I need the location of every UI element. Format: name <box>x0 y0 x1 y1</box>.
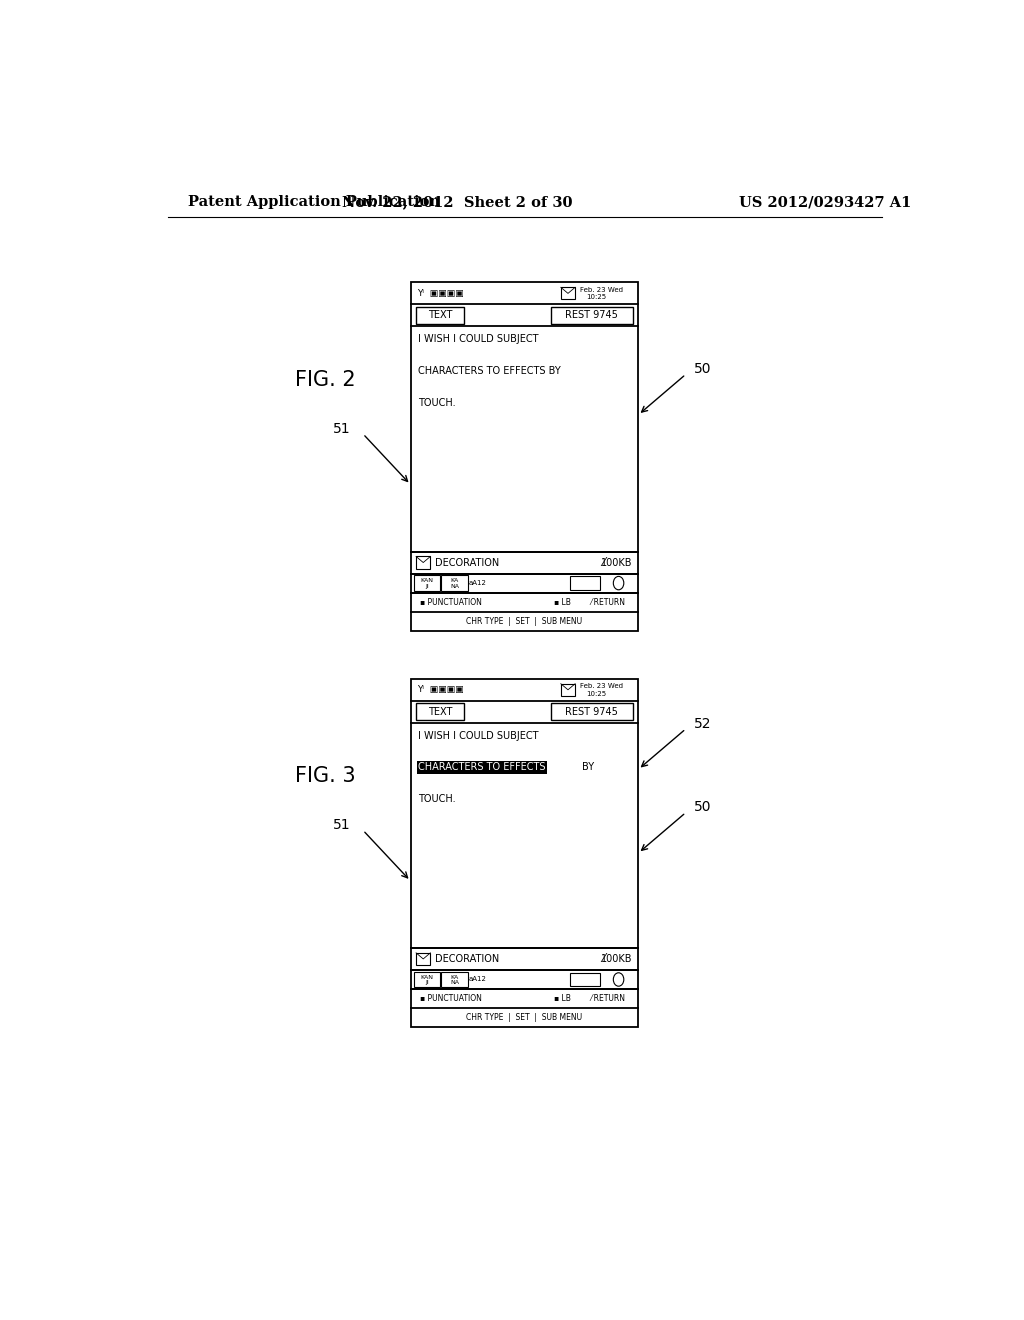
Text: DECORATION: DECORATION <box>435 557 500 568</box>
Bar <box>441 972 468 987</box>
Text: JI: JI <box>425 981 429 985</box>
Text: KA: KA <box>451 974 459 979</box>
Text: DECORATION: DECORATION <box>435 954 500 964</box>
Circle shape <box>613 973 624 986</box>
Text: CHARACTERS TO EFFECTS: CHARACTERS TO EFFECTS <box>419 763 546 772</box>
Text: Feb. 23 Wed: Feb. 23 Wed <box>580 682 623 689</box>
Text: NA: NA <box>451 981 459 985</box>
Bar <box>416 557 430 569</box>
Text: ⁄ RETURN: ⁄ RETURN <box>591 598 626 607</box>
Text: 10:25: 10:25 <box>587 690 606 697</box>
Text: aA12: aA12 <box>468 579 486 586</box>
Text: KAN: KAN <box>420 974 433 979</box>
Bar <box>441 576 468 591</box>
Text: 50: 50 <box>694 362 712 376</box>
Text: I WISH I COULD SUBJECT: I WISH I COULD SUBJECT <box>419 731 539 741</box>
Bar <box>416 953 430 965</box>
Text: ⁄: ⁄ <box>602 556 605 569</box>
Text: ▪ PUNCTUATION: ▪ PUNCTUATION <box>420 994 481 1003</box>
Text: 50: 50 <box>694 800 712 814</box>
Bar <box>414 576 440 591</box>
Bar <box>411 282 638 631</box>
Text: ▪ PUNCTUATION: ▪ PUNCTUATION <box>420 598 481 607</box>
Text: TEXT: TEXT <box>428 310 453 321</box>
Bar <box>570 577 600 590</box>
Bar <box>416 306 464 323</box>
Text: CHR TYPE  |  SET  |  SUB MENU: CHR TYPE | SET | SUB MENU <box>466 616 583 626</box>
Text: I WISH I COULD SUBJECT: I WISH I COULD SUBJECT <box>419 334 539 345</box>
Bar <box>551 704 633 721</box>
Text: 100KB: 100KB <box>601 557 633 568</box>
Text: JI: JI <box>425 583 429 589</box>
Bar <box>416 704 464 721</box>
Text: FIG. 3: FIG. 3 <box>296 767 356 787</box>
Text: CHR TYPE  |  SET  |  SUB MENU: CHR TYPE | SET | SUB MENU <box>466 1014 583 1022</box>
Text: 51: 51 <box>334 421 351 436</box>
Text: Patent Application Publication: Patent Application Publication <box>187 195 439 209</box>
Text: ▪ LB: ▪ LB <box>554 598 571 607</box>
Bar <box>414 972 440 987</box>
Circle shape <box>613 577 624 590</box>
Text: BY: BY <box>583 763 595 772</box>
Bar <box>411 678 638 1027</box>
Text: ▪ LB: ▪ LB <box>554 994 571 1003</box>
Text: TOUCH.: TOUCH. <box>419 397 456 408</box>
Text: KA: KA <box>451 578 459 583</box>
Bar <box>570 973 600 986</box>
Text: Feb. 23 Wed: Feb. 23 Wed <box>580 286 623 293</box>
Text: NA: NA <box>451 583 459 589</box>
Text: 52: 52 <box>694 717 712 731</box>
Bar <box>551 306 633 323</box>
Text: Yⁱ  ▣▣▣▣: Yⁱ ▣▣▣▣ <box>417 289 464 298</box>
Text: US 2012/0293427 A1: US 2012/0293427 A1 <box>739 195 911 209</box>
Text: 10:25: 10:25 <box>587 294 606 300</box>
Text: TEXT: TEXT <box>428 706 453 717</box>
Text: REST 9745: REST 9745 <box>565 706 618 717</box>
Text: REST 9745: REST 9745 <box>565 310 618 321</box>
Text: TOUCH.: TOUCH. <box>419 793 456 804</box>
Text: ⁄: ⁄ <box>602 953 605 965</box>
Text: FIG. 2: FIG. 2 <box>296 370 356 389</box>
Text: 51: 51 <box>334 818 351 832</box>
Text: Nov. 22, 2012  Sheet 2 of 30: Nov. 22, 2012 Sheet 2 of 30 <box>342 195 572 209</box>
Text: CHARACTERS TO EFFECTS BY: CHARACTERS TO EFFECTS BY <box>419 366 561 376</box>
Text: Yⁱ  ▣▣▣▣: Yⁱ ▣▣▣▣ <box>417 685 464 694</box>
Text: 100KB: 100KB <box>601 954 633 964</box>
Bar <box>561 288 575 300</box>
Text: ⁄ RETURN: ⁄ RETURN <box>591 994 626 1003</box>
Bar <box>561 684 575 696</box>
Text: KAN: KAN <box>420 578 433 583</box>
Text: aA12: aA12 <box>468 977 486 982</box>
